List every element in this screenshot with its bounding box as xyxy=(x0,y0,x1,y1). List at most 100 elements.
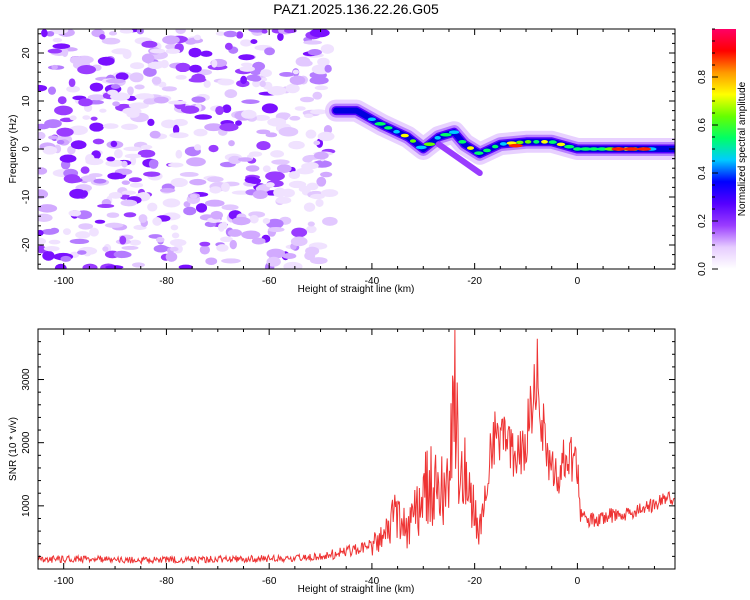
signal-core xyxy=(499,142,507,146)
noise-blob xyxy=(303,40,323,45)
noise-blob xyxy=(128,177,142,183)
noise-blob xyxy=(51,64,58,70)
signal-peak xyxy=(611,147,626,151)
noise-blob xyxy=(320,44,335,54)
spectrogram-y-axis-label: Frequency (Hz) xyxy=(8,115,19,184)
noise-blob xyxy=(240,62,253,67)
x-tick-label: -100 xyxy=(54,576,74,587)
noise-blob xyxy=(89,82,104,92)
x-tick-label: 0 xyxy=(575,576,581,587)
noise-blob xyxy=(271,159,290,165)
noise-blob xyxy=(102,123,119,129)
signal-ridge-streak xyxy=(435,141,483,176)
noise-blob xyxy=(211,59,218,68)
noise-blob xyxy=(216,244,229,252)
noise-blob xyxy=(259,80,266,88)
noise-blob xyxy=(168,100,187,105)
noise-blob xyxy=(175,149,183,159)
noise-blob xyxy=(110,140,118,148)
noise-blob xyxy=(282,253,297,260)
noise-blob xyxy=(266,256,281,267)
signal-peak xyxy=(624,147,639,151)
x-tick-label: -60 xyxy=(262,576,277,587)
noise-blob xyxy=(209,186,222,194)
noise-blob xyxy=(38,237,47,245)
noise-blob xyxy=(47,48,62,54)
noise-blob xyxy=(147,118,155,127)
noise-blob xyxy=(38,131,46,140)
noise-blob xyxy=(186,157,206,167)
noise-blob xyxy=(108,31,118,36)
noise-blob xyxy=(69,238,90,245)
noise-blob xyxy=(147,202,158,212)
x-tick-label: -40 xyxy=(365,576,380,587)
x-tick-label: -80 xyxy=(159,576,174,587)
snr-x-ticks: -100 -80 -60 -40 -20 0 xyxy=(37,329,655,587)
noise-blob xyxy=(183,206,197,216)
noise-blob xyxy=(193,34,202,41)
noise-blob xyxy=(122,107,142,115)
noise-blob xyxy=(97,203,115,209)
noise-blob xyxy=(168,162,184,168)
noise-blob xyxy=(221,221,228,230)
noise-blob xyxy=(207,176,224,183)
noise-blob xyxy=(151,76,162,85)
signal-core xyxy=(467,146,475,150)
noise-blob xyxy=(283,261,303,269)
noise-blob xyxy=(265,132,278,138)
noise-blob xyxy=(172,124,180,135)
noise-blob xyxy=(221,258,241,264)
signal-core xyxy=(367,117,377,122)
noise-blob xyxy=(99,34,106,40)
noise-blob xyxy=(153,96,169,104)
noise-blob xyxy=(90,116,98,121)
noise-blob xyxy=(110,84,121,89)
noise-blob xyxy=(170,246,179,252)
noise-blob xyxy=(244,176,258,184)
noise-blob xyxy=(222,104,232,114)
noise-blob xyxy=(194,114,213,120)
spectrogram-panel: -100 -80 -60 -40 -20 0 20 10 0 -10 -20 Height of … xyxy=(8,28,676,295)
noise-blob xyxy=(115,72,129,81)
noise-blob xyxy=(77,65,97,75)
noise-blob xyxy=(238,157,253,162)
y-tick-label: 1000 xyxy=(21,494,32,517)
noise-blob xyxy=(101,37,121,45)
noise-blob xyxy=(232,216,251,226)
noise-blob xyxy=(70,140,87,150)
noise-blob xyxy=(171,232,180,239)
noise-blob xyxy=(264,47,275,56)
noise-blob xyxy=(129,72,144,83)
noise-blob xyxy=(105,265,124,269)
spectrogram-x-axis-label: Height of straight line (km) xyxy=(298,284,415,295)
noise-blob xyxy=(54,105,73,116)
noise-blob xyxy=(210,210,223,220)
y-tick-label: 10 xyxy=(21,95,32,107)
noise-blob xyxy=(320,189,339,197)
noise-blob xyxy=(41,29,48,38)
noise-blob xyxy=(227,229,242,237)
noise-blob xyxy=(105,159,125,167)
noise-blob xyxy=(155,236,165,243)
noise-blob xyxy=(115,251,132,258)
noise-blob xyxy=(219,123,239,132)
noise-blob xyxy=(200,50,213,57)
noise-blob xyxy=(224,42,233,51)
noise-blob xyxy=(240,75,247,85)
noise-blob xyxy=(88,173,103,178)
noise-blob xyxy=(48,135,59,140)
noise-blob xyxy=(273,187,287,198)
spectrogram-marks xyxy=(38,29,675,269)
noise-blob xyxy=(170,177,188,188)
noise-blob xyxy=(199,241,211,247)
noise-blob xyxy=(188,47,202,58)
x-tick-label: -20 xyxy=(467,576,482,587)
y-tick-label: 3000 xyxy=(21,368,32,391)
x-tick-label: -100 xyxy=(54,276,74,287)
noise-blob xyxy=(68,78,76,88)
noise-blob xyxy=(129,182,144,188)
noise-blob xyxy=(38,123,51,130)
noise-blob xyxy=(262,217,271,225)
noise-blob xyxy=(266,248,286,259)
